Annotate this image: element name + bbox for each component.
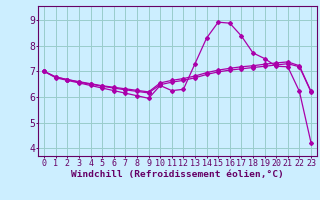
X-axis label: Windchill (Refroidissement éolien,°C): Windchill (Refroidissement éolien,°C) [71, 170, 284, 179]
